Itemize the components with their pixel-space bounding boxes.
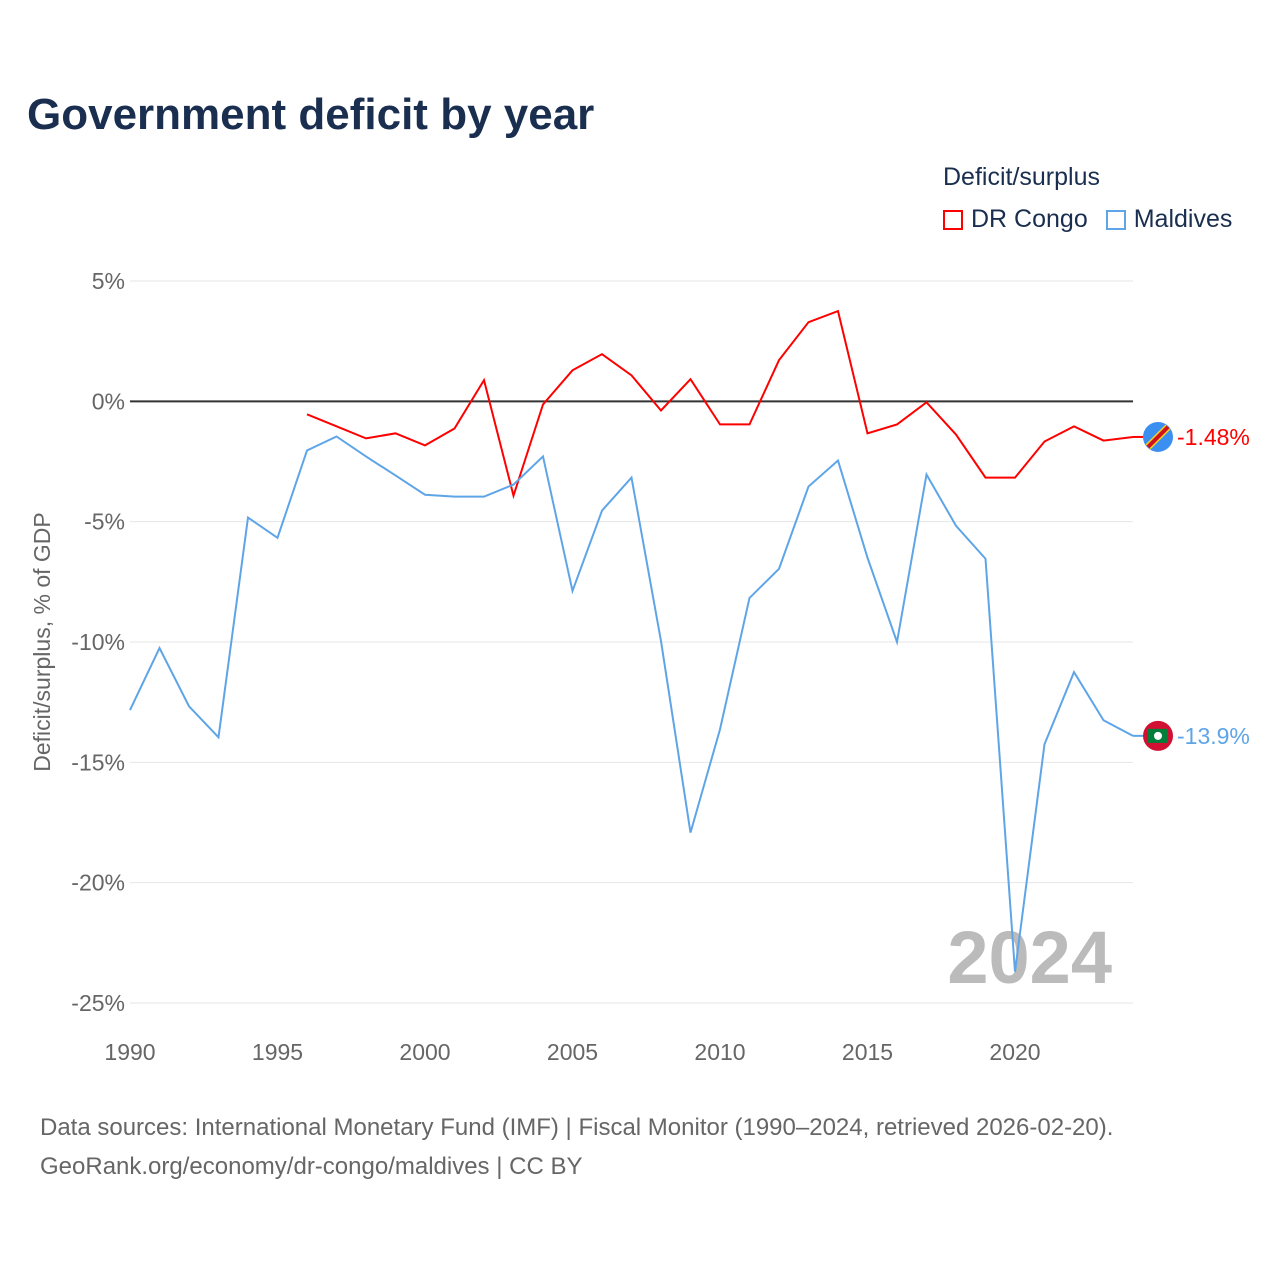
legend-swatch: [1105, 209, 1126, 230]
attribution-link[interactable]: GeoRank.org/economy/dr-congo/maldives | …: [40, 1153, 583, 1180]
y-tick-label: 5%: [92, 268, 125, 294]
y-tick-label: -5%: [84, 509, 125, 535]
legend-item-dr-congo[interactable]: DR Congo: [943, 205, 1088, 234]
legend-item-maldives[interactable]: Maldives: [1105, 205, 1233, 234]
x-tick-label: 1995: [252, 1039, 303, 1065]
x-tick-label: 1990: [104, 1039, 155, 1065]
y-tick-label: 0%: [92, 388, 125, 414]
legend-label: DR Congo: [971, 205, 1088, 233]
y-tick-label: -20%: [71, 870, 125, 896]
legend: DR Congo Maldives: [943, 205, 1232, 234]
end-value-label: -13.9%: [1177, 723, 1250, 749]
x-tick-label: 2020: [989, 1039, 1040, 1065]
legend-label: Maldives: [1133, 205, 1233, 233]
year-watermark: 2024: [947, 916, 1112, 999]
end-value-label: -1.48%: [1177, 424, 1250, 450]
legend-title: Deficit/surplus: [943, 163, 1100, 191]
x-tick-label: 2000: [399, 1039, 450, 1065]
x-tick-label: 2005: [547, 1039, 598, 1065]
x-tick-label: 2010: [694, 1039, 745, 1065]
y-tick-label: -10%: [71, 629, 125, 655]
flag-stripe: [1146, 425, 1170, 449]
legend-swatch: [943, 209, 963, 230]
y-tick-label: -15%: [71, 749, 125, 775]
source-text: Data sources: International Monetary Fun…: [40, 1114, 1114, 1141]
flag-crescent: [1154, 731, 1162, 740]
chart-title: Government deficit by year: [27, 90, 595, 139]
series-line-maldives: [129, 435, 1134, 972]
footer: Data sources: International Monetary Fun…: [40, 1108, 1113, 1186]
x-tick-label: 2015: [842, 1039, 893, 1065]
series-line-dr-congo: [306, 309, 1134, 500]
y-tick-label: -25%: [71, 990, 125, 1016]
y-axis-label: Deficit/surplus, % of GDP: [29, 512, 55, 771]
